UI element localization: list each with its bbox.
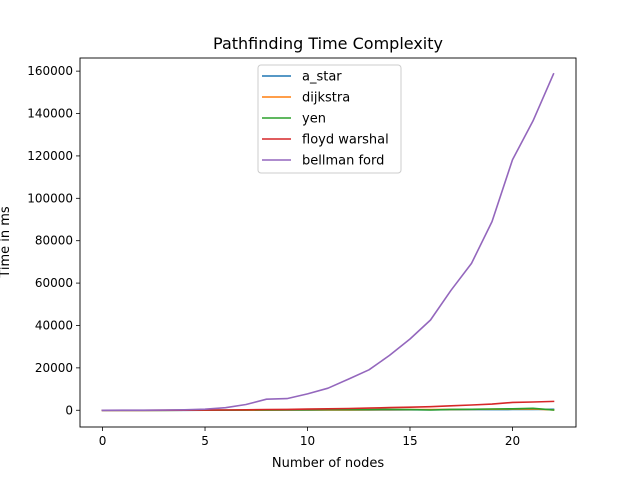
chart-title: Pathfinding Time Complexity	[213, 34, 443, 53]
y-tick-label: 100000	[27, 191, 73, 205]
x-tick-label: 10	[300, 434, 315, 448]
axes-frame	[79, 57, 577, 428]
legend: a_star dijkstra yen floyd warshal bellman fo…	[257, 64, 402, 174]
y-tick-label: 0	[65, 403, 73, 417]
x-axis-ticks: 0 5 10 15 20	[99, 427, 520, 448]
y-tick-label: 80000	[35, 234, 73, 248]
x-tick-label: 5	[201, 434, 209, 448]
legend-label: floyd warshal	[302, 133, 389, 148]
y-tick-label: 40000	[35, 318, 73, 332]
y-tick-label: 160000	[27, 64, 73, 78]
legend-label: yen	[302, 112, 326, 127]
legend-label: dijkstra	[302, 91, 350, 106]
y-tick-label: 120000	[27, 149, 73, 163]
x-axis-label: Number of nodes	[272, 456, 384, 471]
x-tick-label: 20	[505, 434, 520, 448]
legend-label: a_star	[302, 70, 342, 85]
series-lines	[101, 72, 555, 412]
y-tick-label: 60000	[35, 276, 73, 290]
x-tick-label: 0	[99, 434, 107, 448]
x-tick-label: 15	[402, 434, 417, 448]
y-axis-ticks: 0 20000 40000 60000 80000 100000 120000 140000 1…	[27, 64, 80, 417]
legend-box	[257, 64, 402, 174]
legend-label: bellman ford	[302, 154, 384, 169]
series-line-bellman-ford	[101, 72, 555, 412]
y-axis-label: Time in ms	[0, 206, 13, 279]
y-tick-label: 20000	[35, 361, 73, 375]
y-tick-label: 140000	[27, 107, 73, 121]
